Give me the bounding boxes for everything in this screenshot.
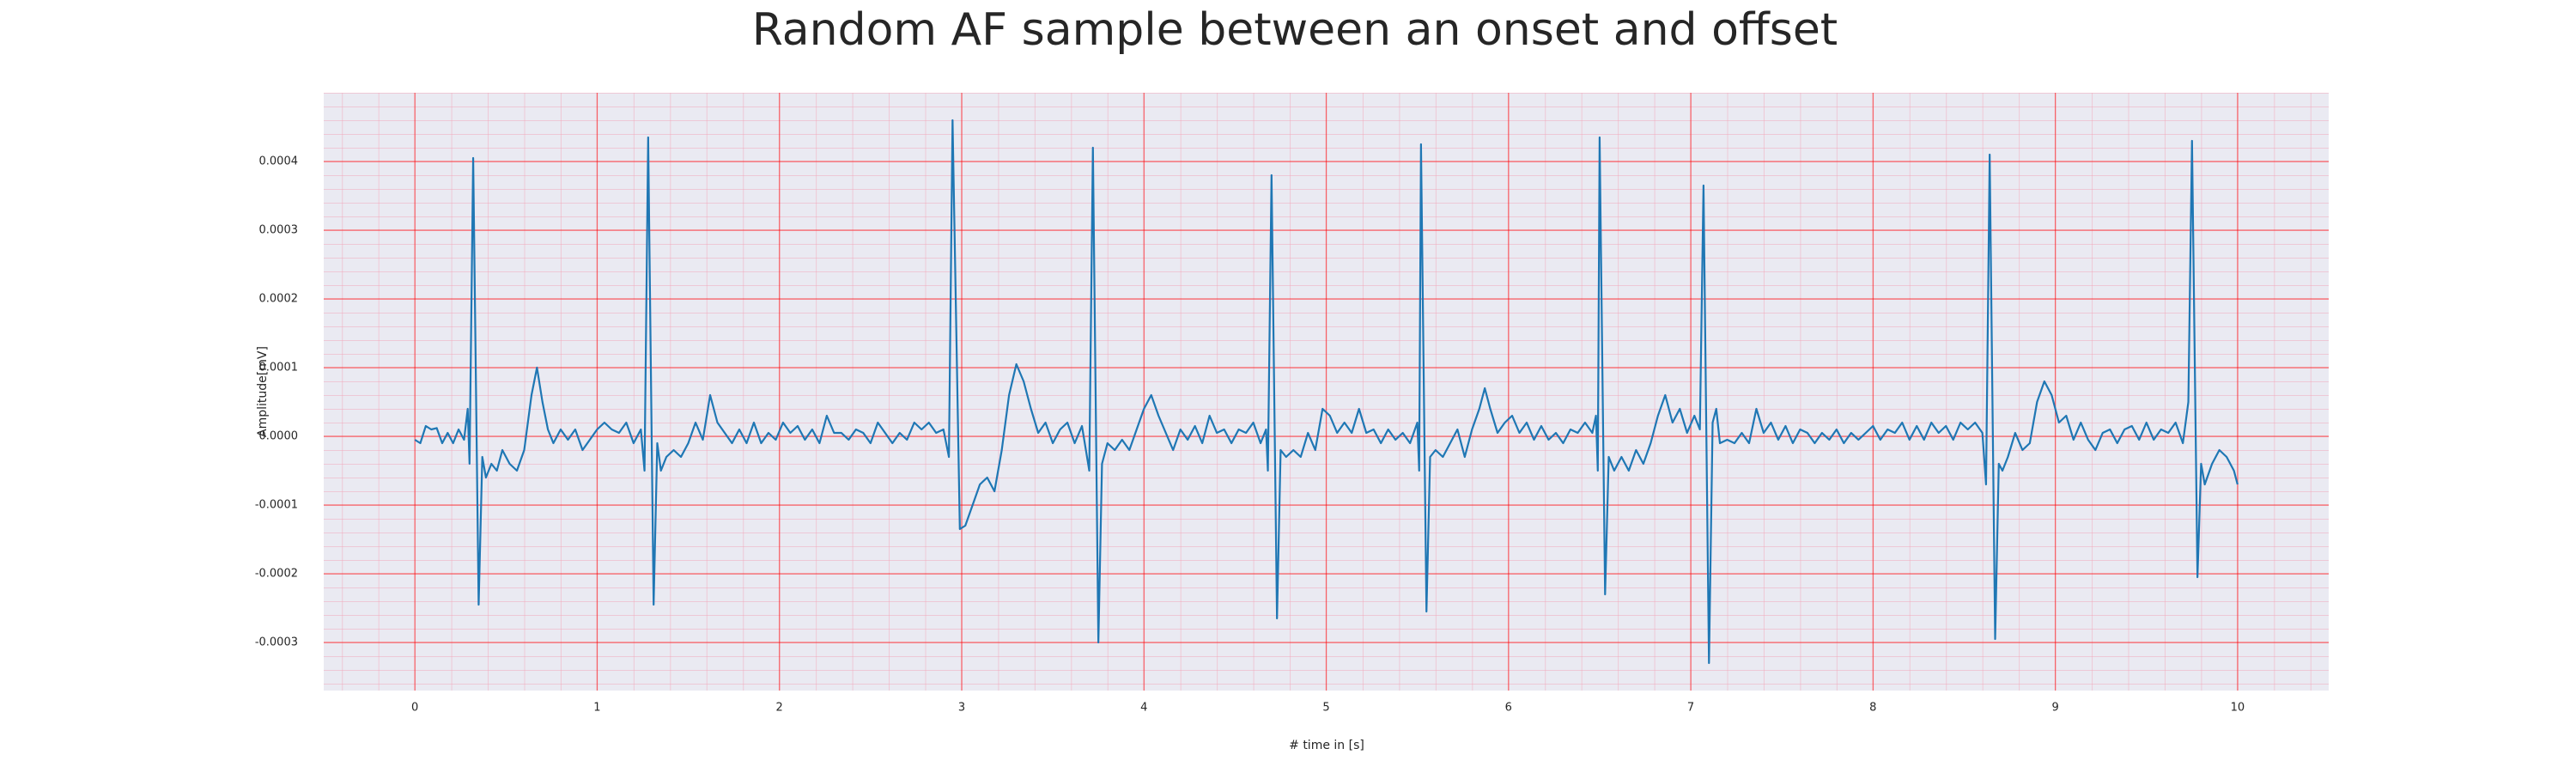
x-tick-label: 9 [2051, 702, 2058, 715]
x-tick-label: 6 [1505, 702, 1512, 715]
x-tick-label: 2 [776, 702, 783, 715]
y-axis-label: Amplitude[mV] [256, 346, 270, 437]
x-axis-label: # time in [s] [1289, 739, 1364, 752]
marks [414, 119, 2239, 665]
x-tick-label: 1 [593, 702, 600, 715]
grid [324, 93, 2329, 691]
y-tick-label: 0.0002 [259, 293, 299, 306]
y-tick-label: -0.0003 [255, 636, 298, 649]
x-tick-label: 3 [958, 702, 965, 715]
x-tick-label: 7 [1687, 702, 1694, 715]
x-tick-label: 10 [2231, 702, 2245, 715]
x-tick-label: 0 [411, 702, 418, 715]
ecg-line [414, 119, 2239, 665]
y-tick-label: 0.0003 [259, 224, 299, 237]
y-tick-label: 0.0001 [259, 362, 299, 374]
y-tick-label: -0.0001 [255, 499, 298, 512]
y-tick-label: 0.0000 [259, 430, 299, 443]
y-tick-label: -0.0002 [255, 568, 298, 581]
chart-title: Random AF sample between an onset and of… [752, 4, 1838, 56]
x-tick-label: 8 [1869, 702, 1876, 715]
x-tick-label: 5 [1322, 702, 1329, 715]
y-tick-label: 0.0004 [259, 155, 299, 168]
x-tick-label: 4 [1140, 702, 1147, 715]
